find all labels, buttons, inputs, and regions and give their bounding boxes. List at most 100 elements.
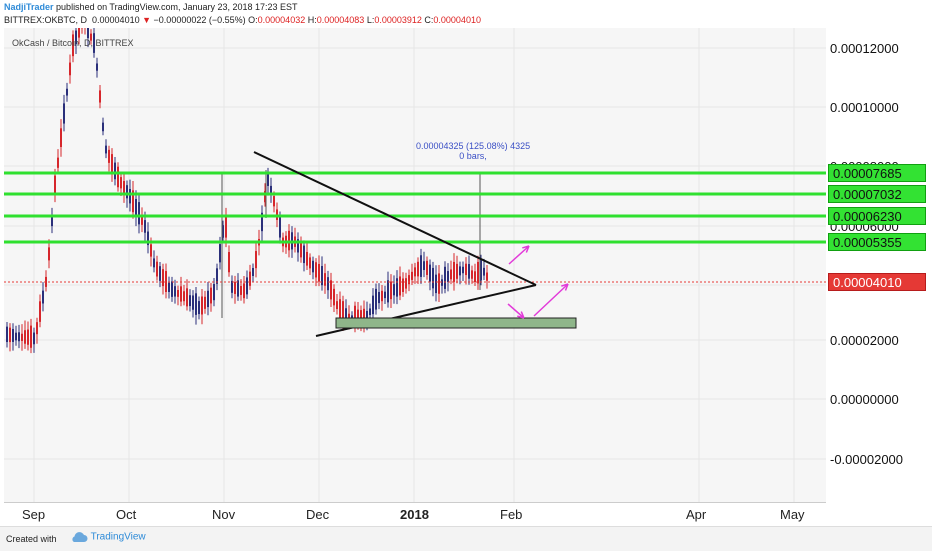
time-tick: May <box>780 507 805 522</box>
candle-body <box>483 268 485 276</box>
price-change: −0.00000022 (−0.55%) <box>154 15 246 25</box>
measure-bars: 0 bars, <box>416 151 530 161</box>
price-tick: -0.00002000 <box>830 451 926 469</box>
chart-canvas[interactable]: OkCash / Bitcoin, D, BITTREX 0.00004325 … <box>4 28 826 502</box>
current-price-box: 0.00004010 <box>828 273 926 291</box>
candle-body <box>306 252 308 266</box>
open-label: O: <box>248 15 258 25</box>
candle-body <box>336 301 338 309</box>
candle-body <box>60 128 62 147</box>
candle-body <box>267 174 269 186</box>
chart-drawings <box>4 152 826 336</box>
candle-body <box>123 181 125 193</box>
candle-body <box>225 216 227 237</box>
candle-body <box>207 291 209 307</box>
candle-body <box>108 150 110 163</box>
candle-body <box>318 264 320 282</box>
candle-body <box>39 301 41 322</box>
price-chart[interactable] <box>4 28 826 502</box>
time-tick: Dec <box>306 507 329 522</box>
candle-body <box>441 279 443 285</box>
high-label: H: <box>308 15 317 25</box>
candlesticks <box>6 28 488 353</box>
candle-body <box>210 288 212 304</box>
candle-body <box>9 328 11 343</box>
candle-body <box>171 281 173 296</box>
level-box: 0.00007032 <box>828 185 926 203</box>
candle-body <box>126 185 128 198</box>
candle-body <box>423 261 425 270</box>
candle-body <box>414 267 416 276</box>
candle-body <box>120 177 122 188</box>
level-box: 0.00006230 <box>828 207 926 225</box>
candle-body <box>27 330 29 345</box>
time-tick: Sep <box>22 507 45 522</box>
candle-body <box>195 293 197 315</box>
candle-body <box>63 103 65 123</box>
candle-body <box>459 266 461 275</box>
candle-body <box>105 146 107 154</box>
candle-body <box>333 289 335 305</box>
candle-body <box>426 261 428 275</box>
candle-body <box>168 283 170 292</box>
candle-body <box>6 327 8 342</box>
candle-body <box>327 277 329 290</box>
candle-body <box>381 291 383 301</box>
candle-body <box>42 291 44 304</box>
candle-body <box>462 267 464 273</box>
price-axis[interactable]: 0.00012000 0.00010000 0.00008000 0.00006… <box>826 28 932 502</box>
candle-body <box>228 252 230 272</box>
high-value: 0.00004083 <box>317 15 365 25</box>
candle-body <box>399 276 401 295</box>
candle-body <box>102 123 104 132</box>
candle-body <box>189 295 191 306</box>
candle-body <box>384 292 386 298</box>
candle-body <box>405 278 407 288</box>
candle-body <box>255 251 257 268</box>
candle-body <box>453 262 455 282</box>
candle-body <box>144 220 146 233</box>
time-tick: Apr <box>686 507 706 522</box>
candle-body <box>174 286 176 296</box>
candle-body <box>396 278 398 296</box>
author-name[interactable]: NadjiTrader <box>4 2 54 12</box>
candle-body <box>54 176 56 196</box>
level-box: 0.00007685 <box>828 164 926 182</box>
candle-body <box>252 268 254 276</box>
candle-body <box>219 244 221 262</box>
time-tick: Nov <box>212 507 235 522</box>
price-tick: 0.00002000 <box>830 332 926 350</box>
time-tick: Feb <box>500 507 522 522</box>
candle-body <box>111 154 113 172</box>
candle-body <box>372 296 374 315</box>
candle-body <box>273 196 275 206</box>
candle-body <box>477 262 479 284</box>
publish-info: published on TradingView.com, January 23… <box>56 2 298 12</box>
candle-body <box>48 247 50 260</box>
candle-body <box>378 292 380 303</box>
time-axis[interactable]: Sep Oct Nov Dec 2018 Feb Apr May <box>4 502 826 527</box>
candle-body <box>309 257 311 268</box>
candle-body <box>36 322 38 334</box>
candle-body <box>198 301 200 314</box>
level-box: 0.00005355 <box>828 233 926 251</box>
candle-body <box>240 286 242 295</box>
candle-body <box>162 269 164 286</box>
candle-body <box>30 326 32 348</box>
candle-body <box>330 280 332 299</box>
candle-body <box>159 266 161 281</box>
candle-body <box>444 267 446 289</box>
open-value: 0.00004032 <box>258 15 306 25</box>
candle-body <box>243 283 245 298</box>
candle-body <box>432 268 434 288</box>
tradingview-logo[interactable]: TradingView <box>70 531 146 543</box>
candle-body <box>177 290 179 297</box>
candle-body <box>408 275 410 284</box>
candle-body <box>402 279 404 292</box>
footer: Created with TradingView <box>0 526 932 551</box>
measure-label: 0.00004325 (125.08%) 4325 0 bars, <box>416 141 530 161</box>
projection-arrow <box>508 304 524 318</box>
cloud-icon <box>70 531 88 543</box>
candle-body <box>411 272 413 280</box>
candle-body <box>135 199 137 217</box>
